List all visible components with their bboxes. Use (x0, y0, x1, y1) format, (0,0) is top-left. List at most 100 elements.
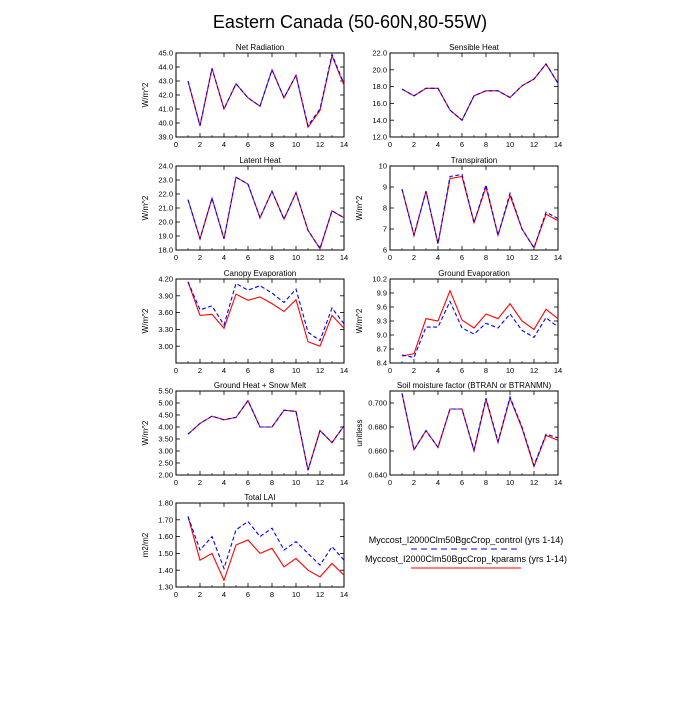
y-tick-label: 9.0 (377, 331, 387, 340)
x-tick-label: 2 (412, 140, 416, 149)
x-tick-label: 0 (388, 140, 392, 149)
x-tick-label: 14 (554, 140, 562, 149)
x-tick-label: 4 (222, 590, 226, 599)
series-line-kparams (187, 176, 345, 250)
plot-frame (175, 502, 345, 588)
x-tick-label: 8 (270, 478, 274, 487)
x-tick-label: 0 (388, 253, 392, 262)
x-tick-label: 10 (292, 253, 300, 262)
plot-frame (175, 278, 345, 364)
legend-label: Myccost_I2000Clm50BgcCrop_control (yrs 1… (369, 535, 564, 545)
y-tick-label: 23.0 (158, 176, 173, 185)
y-tick-label: 3.30 (158, 325, 173, 334)
x-tick-label: 10 (292, 366, 300, 375)
y-axis-label: W/m^2 (141, 82, 150, 107)
x-tick-label: 10 (506, 478, 514, 487)
y-tick-label: 39.0 (158, 133, 173, 142)
y-tick-label: 22.0 (372, 49, 387, 58)
y-tick-label: 0.700 (368, 399, 387, 408)
y-tick-label: 12.0 (372, 133, 387, 142)
y-tick-label: 14.0 (372, 116, 387, 125)
y-tick-label: 18.0 (158, 246, 173, 255)
y-axis-label: W/m^2 (355, 308, 364, 333)
x-tick-label: 12 (530, 366, 538, 375)
x-tick-label: 6 (460, 478, 464, 487)
y-tick-label: 2.50 (158, 459, 173, 468)
x-tick-label: 10 (506, 253, 514, 262)
x-tick-label: 14 (340, 253, 348, 262)
x-tick-label: 2 (198, 140, 202, 149)
x-tick-label: 14 (340, 590, 348, 599)
y-tick-label: 20.0 (372, 65, 387, 74)
y-axis-label: W/m^2 (141, 420, 150, 445)
x-tick-label: 2 (198, 590, 202, 599)
y-tick-label: 8.4 (377, 359, 387, 368)
x-tick-label: 2 (412, 478, 416, 487)
y-tick-label: 9.6 (377, 303, 387, 312)
y-tick-label: 22.0 (158, 190, 173, 199)
y-tick-label: 4.20 (158, 275, 173, 284)
x-tick-label: 2 (412, 253, 416, 262)
y-tick-label: 4.00 (158, 423, 173, 432)
series-line-kparams (187, 516, 345, 582)
x-tick-label: 0 (174, 366, 178, 375)
chart-panel: Ground Evaporation 0 2 4 6 8 10 12 14 8.4 8.7 9.0 9.… (355, 269, 562, 375)
y-tick-label: 3.00 (158, 447, 173, 456)
x-tick-label: 14 (554, 366, 562, 375)
y-tick-label: 5.00 (158, 399, 173, 408)
x-tick-label: 4 (436, 478, 440, 487)
y-tick-label: 3.00 (158, 342, 173, 351)
x-tick-label: 14 (340, 140, 348, 149)
x-tick-label: 8 (484, 253, 488, 262)
y-tick-label: 1.30 (158, 583, 173, 592)
x-tick-label: 0 (388, 366, 392, 375)
x-tick-label: 0 (174, 590, 178, 599)
series-line-control (401, 62, 559, 122)
panel-title: Transpiration (451, 156, 497, 165)
legend: Myccost_I2000Clm50BgcCrop_control (yrs 1… (365, 535, 567, 569)
chart-panel: Latent Heat 0 2 4 6 8 10 12 14 18.0 19.0 20.0 21.0 22… (141, 156, 348, 262)
y-tick-label: 1.60 (158, 532, 173, 541)
y-tick-label: 9 (383, 183, 387, 192)
y-tick-label: 18.0 (372, 82, 387, 91)
x-tick-label: 4 (436, 366, 440, 375)
y-tick-label: 5.50 (158, 387, 173, 396)
x-tick-label: 8 (484, 140, 488, 149)
plot-frame (175, 52, 345, 138)
x-tick-label: 0 (174, 253, 178, 262)
y-tick-label: 21.0 (158, 204, 173, 213)
x-tick-label: 10 (292, 140, 300, 149)
series-line-control (187, 176, 345, 250)
y-tick-label: 0.640 (368, 471, 387, 480)
panel-title: Total LAI (244, 493, 275, 502)
chart-panel: Ground Heat + Snow Melt 0 2 4 6 8 10 12 14 2.00 2.… (141, 381, 348, 487)
panel-title: Ground Heat + Snow Melt (214, 381, 307, 390)
chart-panel: Canopy Evaporation 0 2 4 6 8 10 12 14 3.00 3.30 3.6… (141, 269, 348, 375)
x-tick-label: 12 (530, 140, 538, 149)
x-tick-label: 8 (270, 366, 274, 375)
panel-title: Ground Evaporation (438, 269, 510, 278)
y-tick-label: 45.0 (158, 49, 173, 58)
series-line-control (187, 399, 345, 471)
plot-frame (175, 165, 345, 251)
legend-label: Myccost_I2000Clm50BgcCrop_kparams (yrs 1… (365, 554, 567, 564)
y-tick-label: 1.40 (158, 566, 173, 575)
series-line-kparams (401, 289, 559, 357)
y-tick-label: 24.0 (158, 162, 173, 171)
panel-title: Net Radiation (236, 43, 284, 52)
chart-panel: Total LAI 0 2 4 6 8 10 12 14 1.30 1.40 1.50 1.60 1.70… (141, 493, 348, 599)
series-line-control (401, 393, 559, 468)
x-tick-label: 4 (222, 253, 226, 262)
y-tick-label: 9.3 (377, 317, 387, 326)
y-tick-label: 40.0 (158, 119, 173, 128)
series-line-kparams (401, 175, 559, 250)
series-line-kparams (401, 62, 559, 122)
y-tick-label: 6 (383, 246, 387, 255)
panel-title: Sensible Heat (449, 43, 500, 52)
y-tick-label: 16.0 (372, 99, 387, 108)
x-tick-label: 8 (270, 140, 274, 149)
series-line-control (187, 281, 345, 342)
x-tick-label: 6 (246, 253, 250, 262)
x-tick-label: 8 (270, 590, 274, 599)
